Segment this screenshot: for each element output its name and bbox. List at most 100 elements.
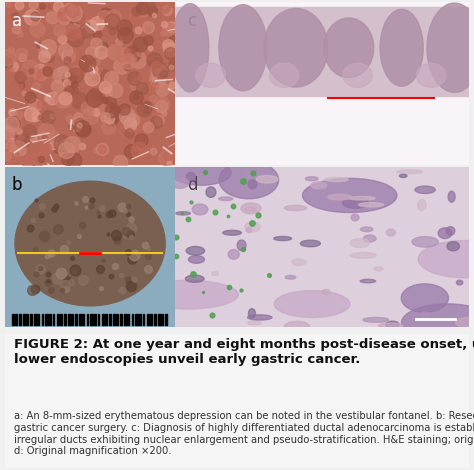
Ellipse shape — [374, 266, 383, 271]
Ellipse shape — [228, 250, 239, 259]
Ellipse shape — [248, 180, 257, 189]
Ellipse shape — [188, 256, 205, 263]
Bar — [49, 314, 51, 325]
Ellipse shape — [186, 172, 195, 180]
Bar — [94, 314, 96, 325]
Bar — [120, 314, 122, 325]
Bar — [117, 314, 118, 325]
Bar — [98, 314, 100, 325]
Ellipse shape — [456, 318, 474, 328]
Bar — [68, 314, 71, 325]
Ellipse shape — [360, 227, 373, 232]
Bar — [15, 314, 17, 325]
Bar — [101, 314, 104, 325]
Ellipse shape — [379, 323, 403, 328]
Bar — [154, 314, 156, 325]
Ellipse shape — [401, 284, 448, 312]
Ellipse shape — [448, 191, 455, 202]
Ellipse shape — [427, 3, 474, 93]
Ellipse shape — [186, 246, 205, 255]
Bar — [42, 314, 43, 325]
Ellipse shape — [343, 197, 368, 208]
Bar — [147, 314, 149, 325]
Bar — [79, 314, 82, 325]
Ellipse shape — [136, 280, 238, 309]
Bar — [64, 314, 66, 325]
Ellipse shape — [245, 207, 256, 212]
Ellipse shape — [456, 280, 463, 285]
Ellipse shape — [351, 214, 359, 221]
Ellipse shape — [412, 236, 438, 247]
Ellipse shape — [397, 170, 423, 174]
Bar — [124, 314, 127, 325]
Ellipse shape — [219, 197, 233, 201]
Bar — [75, 314, 77, 325]
Ellipse shape — [237, 240, 246, 251]
Ellipse shape — [247, 315, 272, 320]
Bar — [136, 314, 138, 325]
Ellipse shape — [358, 203, 383, 207]
Ellipse shape — [292, 259, 306, 266]
Ellipse shape — [269, 63, 299, 87]
Ellipse shape — [171, 177, 189, 188]
Text: a: a — [11, 12, 22, 30]
Bar — [87, 314, 88, 325]
Ellipse shape — [418, 241, 474, 278]
Ellipse shape — [171, 4, 209, 92]
Ellipse shape — [311, 182, 327, 189]
Ellipse shape — [305, 177, 318, 181]
Ellipse shape — [350, 238, 369, 248]
Ellipse shape — [364, 235, 376, 242]
Ellipse shape — [386, 321, 399, 329]
Ellipse shape — [284, 205, 307, 211]
Bar — [53, 314, 55, 325]
Ellipse shape — [343, 63, 372, 87]
Bar — [162, 314, 163, 325]
Ellipse shape — [302, 178, 397, 212]
Bar — [175, 7, 469, 96]
Bar — [60, 314, 62, 325]
Ellipse shape — [273, 236, 292, 241]
Ellipse shape — [247, 321, 261, 325]
Bar — [19, 314, 20, 325]
Ellipse shape — [206, 187, 216, 197]
Bar — [34, 314, 37, 325]
Ellipse shape — [171, 160, 231, 185]
Ellipse shape — [245, 222, 260, 232]
Ellipse shape — [219, 161, 279, 199]
Bar — [30, 314, 32, 325]
Bar — [38, 314, 39, 325]
Text: c: c — [187, 12, 196, 30]
Bar — [143, 314, 145, 325]
Bar — [72, 314, 73, 325]
Bar — [150, 314, 152, 325]
Ellipse shape — [421, 312, 429, 317]
Ellipse shape — [301, 240, 320, 247]
Ellipse shape — [264, 8, 328, 87]
Ellipse shape — [192, 204, 208, 215]
Bar — [158, 314, 161, 325]
Ellipse shape — [386, 229, 395, 236]
Bar — [105, 314, 107, 325]
Ellipse shape — [400, 174, 407, 178]
Ellipse shape — [212, 272, 219, 275]
Bar — [83, 314, 84, 325]
Ellipse shape — [185, 275, 204, 282]
Bar — [139, 314, 141, 325]
Bar — [27, 314, 28, 325]
Bar — [132, 314, 133, 325]
Bar — [23, 314, 26, 325]
Ellipse shape — [418, 200, 426, 211]
Ellipse shape — [328, 194, 352, 200]
Ellipse shape — [350, 252, 376, 258]
Ellipse shape — [241, 203, 261, 214]
Ellipse shape — [196, 63, 225, 87]
Ellipse shape — [360, 279, 376, 283]
Bar — [56, 314, 59, 325]
Ellipse shape — [274, 290, 350, 317]
Ellipse shape — [256, 175, 278, 183]
Ellipse shape — [223, 230, 241, 235]
Ellipse shape — [284, 321, 310, 331]
Ellipse shape — [416, 63, 446, 87]
Ellipse shape — [349, 196, 375, 200]
